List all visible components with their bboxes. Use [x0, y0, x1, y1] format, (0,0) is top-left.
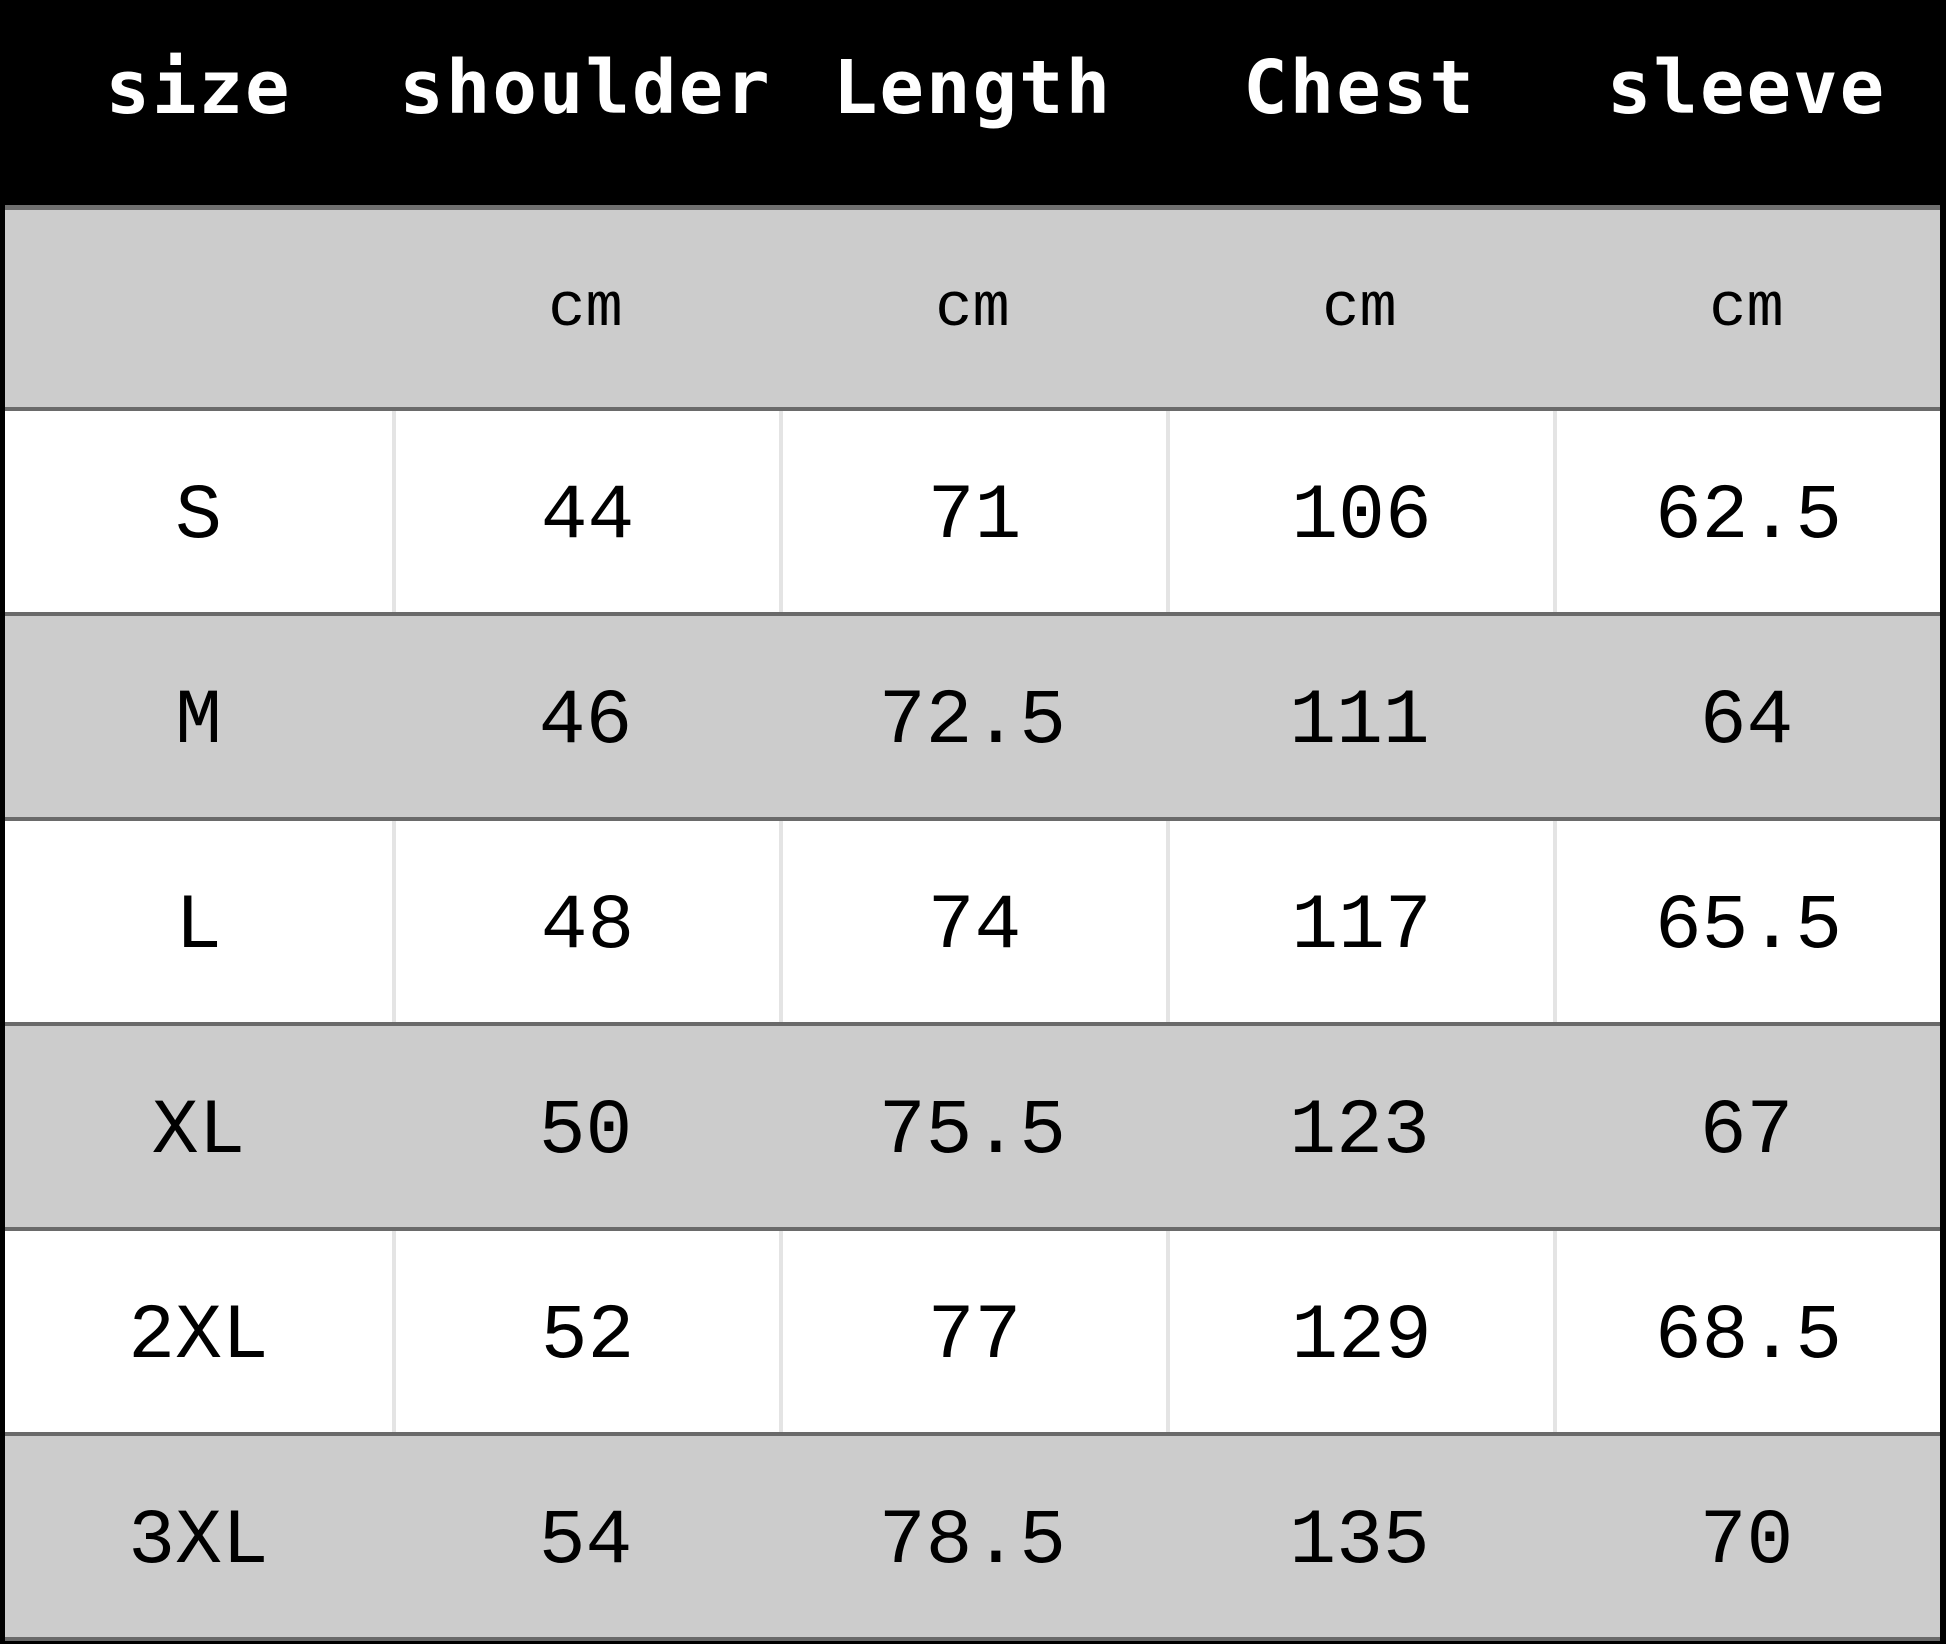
measurement-cell: 62.5	[1553, 411, 1940, 612]
measurement-cell: 117	[1166, 821, 1553, 1022]
header-shoulder: shoulder	[399, 44, 772, 131]
measurement-cell: 77	[779, 1231, 1166, 1432]
table-row: 3XL 54 78.5 135 70	[5, 1436, 1940, 1641]
header-length: Length	[832, 44, 1113, 131]
header-size: size	[105, 44, 292, 131]
measurement-cell: 135	[1289, 1497, 1430, 1586]
measurement-cell: 106	[1166, 411, 1553, 612]
measurement-cell: 75.5	[878, 1087, 1067, 1176]
measurement-cell: 54	[538, 1497, 633, 1586]
unit-cell: cm	[1322, 273, 1397, 344]
measurement-cell: 68.5	[1553, 1231, 1940, 1432]
size-label-cell: M	[175, 677, 222, 766]
size-label-cell: S	[175, 472, 222, 561]
measurement-cell: 71	[779, 411, 1166, 612]
unit-cell: cm	[1709, 273, 1784, 344]
measurement-cell: 44	[392, 411, 779, 612]
header-sleeve: sleeve	[1606, 44, 1887, 131]
unit-cell: cm	[548, 273, 623, 344]
measurement-cell: 64	[1699, 677, 1794, 766]
size-label-cell: L	[175, 882, 222, 971]
measurement-cell: 50	[538, 1087, 633, 1176]
measurement-cell: 67	[1699, 1087, 1794, 1176]
size-label-cell: 3XL	[128, 1497, 269, 1586]
measurement-cell: 46	[538, 677, 633, 766]
measurement-cell: 65.5	[1553, 821, 1940, 1022]
measurement-cell: 72.5	[878, 677, 1067, 766]
units-row: cm cm cm cm	[5, 205, 1940, 411]
measurement-cell: 111	[1289, 677, 1430, 766]
measurement-cell: 70	[1699, 1497, 1794, 1586]
header-row: size shoulder Length Chest sleeve	[5, 0, 1940, 205]
table-row: 2XL 52 77 129 68.5	[5, 1231, 1940, 1436]
measurement-cell: 52	[392, 1231, 779, 1432]
table-row: L 48 74 117 65.5	[5, 821, 1940, 1026]
unit-cell: cm	[935, 273, 1010, 344]
size-chart-table: size shoulder Length Chest sleeve cm cm …	[5, 0, 1940, 1641]
measurement-cell: 48	[392, 821, 779, 1022]
table-row: M 46 72.5 111 64	[5, 616, 1940, 821]
measurement-cell: 129	[1166, 1231, 1553, 1432]
header-chest: Chest	[1243, 44, 1476, 131]
table-row: S 44 71 106 62.5	[5, 411, 1940, 616]
size-label-cell: 2XL	[128, 1292, 269, 1381]
unit-cell	[5, 210, 392, 407]
measurement-cell: 78.5	[878, 1497, 1067, 1586]
measurement-cell: 123	[1289, 1087, 1430, 1176]
table-row: XL 50 75.5 123 67	[5, 1026, 1940, 1231]
measurement-cell: 74	[779, 821, 1166, 1022]
size-label-cell: XL	[151, 1087, 246, 1176]
